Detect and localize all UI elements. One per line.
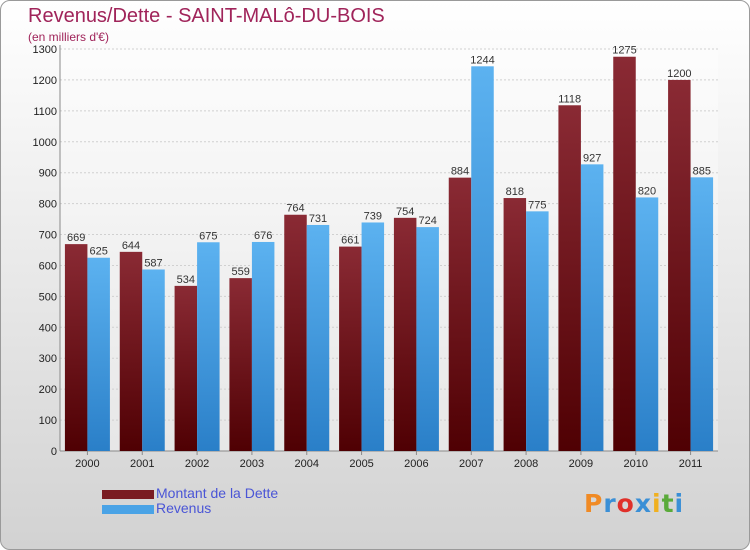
y-tick-label: 1300 bbox=[33, 44, 57, 56]
x-tick-label: 2000 bbox=[75, 458, 99, 470]
bar-revenus bbox=[471, 66, 494, 451]
bar-revenus bbox=[635, 197, 659, 451]
data-label-revenus: 675 bbox=[199, 230, 217, 242]
x-tick-label: 2008 bbox=[514, 458, 538, 470]
bar-dette bbox=[613, 56, 636, 451]
logo-letter: o bbox=[616, 489, 635, 518]
data-label-dette: 534 bbox=[177, 274, 195, 286]
y-tick-label: 500 bbox=[39, 291, 57, 303]
legend-swatch-revenus bbox=[102, 505, 154, 514]
data-label-dette: 754 bbox=[396, 206, 414, 218]
data-label-revenus: 676 bbox=[254, 230, 272, 242]
logo-letter: x bbox=[634, 489, 652, 518]
bar-dette bbox=[229, 278, 252, 451]
bar-dette bbox=[448, 177, 472, 451]
data-label-dette: 818 bbox=[506, 186, 524, 198]
data-label-dette: 669 bbox=[67, 232, 85, 244]
data-label-revenus: 724 bbox=[418, 215, 436, 227]
x-tick-label: 2003 bbox=[240, 458, 264, 470]
plot-area bbox=[60, 49, 718, 451]
x-tick-label: 2001 bbox=[130, 458, 154, 470]
bar-revenus bbox=[306, 224, 330, 451]
bar-dette bbox=[668, 79, 691, 451]
bar-dette bbox=[503, 198, 527, 451]
x-tick-label: 2009 bbox=[569, 458, 593, 470]
legend-label-dette: Montant de la Dette bbox=[156, 485, 279, 501]
x-tick-label: 2004 bbox=[295, 458, 319, 470]
y-tick-label: 900 bbox=[39, 168, 57, 180]
bar-revenus bbox=[580, 164, 604, 451]
data-label-revenus: 927 bbox=[583, 152, 601, 164]
bar-revenus bbox=[416, 227, 439, 451]
data-label-dette: 1200 bbox=[667, 68, 691, 80]
data-label-revenus: 775 bbox=[528, 199, 546, 211]
bar-dette bbox=[174, 285, 198, 451]
logo-letter: P bbox=[584, 489, 604, 518]
bar-dette bbox=[558, 105, 581, 451]
y-tick-label: 0 bbox=[51, 446, 57, 458]
proxiti-logo: Proxiti bbox=[584, 489, 684, 518]
chart-subtitle: (en milliers d'€) bbox=[28, 30, 109, 44]
data-label-dette: 1118 bbox=[558, 93, 581, 105]
x-tick-label: 2011 bbox=[679, 458, 703, 470]
y-tick-label: 100 bbox=[39, 415, 57, 427]
y-tick-label: 300 bbox=[39, 353, 57, 365]
logo-letter: t bbox=[661, 489, 675, 518]
bar-dette bbox=[339, 246, 362, 451]
logo-letter: r bbox=[603, 489, 617, 518]
data-label-dette: 644 bbox=[122, 240, 140, 252]
bar-revenus bbox=[690, 177, 714, 452]
y-tick-label: 1200 bbox=[33, 75, 57, 87]
y-tick-label: 800 bbox=[39, 199, 57, 211]
logo-letter: i bbox=[674, 489, 685, 518]
x-tick-label: 2002 bbox=[185, 458, 209, 470]
bar-revenus bbox=[526, 211, 549, 451]
data-label-dette: 1275 bbox=[612, 45, 636, 57]
data-label-dette: 661 bbox=[341, 235, 359, 247]
x-tick-label: 2010 bbox=[624, 458, 648, 470]
bar-revenus bbox=[361, 222, 385, 451]
bar-dette bbox=[393, 217, 417, 451]
bar-revenus bbox=[197, 242, 220, 451]
legend-label-revenus: Revenus bbox=[156, 500, 212, 516]
data-label-revenus: 739 bbox=[364, 210, 382, 222]
y-tick-label: 600 bbox=[39, 260, 57, 272]
data-label-revenus: 625 bbox=[89, 246, 107, 258]
data-label-revenus: 587 bbox=[144, 257, 162, 269]
bar-revenus bbox=[251, 241, 275, 451]
bar-revenus bbox=[87, 257, 110, 451]
bar-dette bbox=[64, 244, 88, 451]
x-tick-label: 2007 bbox=[459, 458, 483, 470]
data-label-dette: 764 bbox=[286, 203, 304, 215]
bar-revenus bbox=[142, 269, 165, 451]
y-tick-label: 700 bbox=[39, 230, 57, 242]
bar-dette bbox=[284, 214, 307, 451]
legend-swatch-dette bbox=[102, 490, 154, 499]
data-label-dette: 559 bbox=[231, 266, 249, 278]
x-tick-label: 2005 bbox=[349, 458, 373, 470]
chart-title: Revenus/Dette - SAINT-MALô-DU-BOIS bbox=[28, 5, 385, 27]
data-label-revenus: 1244 bbox=[470, 54, 494, 66]
data-label-revenus: 731 bbox=[309, 213, 327, 225]
data-label-dette: 884 bbox=[451, 166, 469, 178]
y-tick-label: 200 bbox=[39, 384, 57, 396]
data-label-revenus: 885 bbox=[693, 165, 711, 177]
y-tick-label: 1000 bbox=[33, 137, 57, 149]
logo-letter: i bbox=[652, 489, 662, 518]
bar-dette bbox=[119, 251, 143, 451]
y-tick-label: 400 bbox=[39, 322, 57, 334]
y-tick-label: 1100 bbox=[33, 106, 57, 118]
data-label-revenus: 820 bbox=[638, 185, 656, 197]
x-tick-label: 2006 bbox=[404, 458, 428, 470]
